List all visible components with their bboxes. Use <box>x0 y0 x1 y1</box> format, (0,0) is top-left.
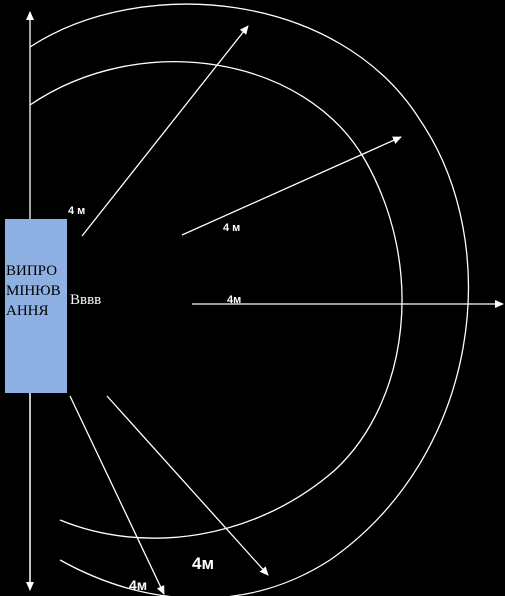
radiation-source-box <box>5 219 67 393</box>
outer-zone-arc <box>29 3 470 596</box>
side-label: Вввв <box>70 292 102 308</box>
distance-label-horizontal: 4м <box>227 294 242 306</box>
arrow-lower-right <box>106 395 269 576</box>
arrow-right-upper <box>181 136 402 236</box>
distance-label-upper-right: 4 м <box>68 205 86 217</box>
arrow-upper-right <box>81 25 249 237</box>
arrow-lower <box>69 395 165 595</box>
distance-label-right-upper: 4 м <box>223 222 241 234</box>
radiation-source-label: ВИПРОМІНЮВАННЯ <box>6 263 61 319</box>
distance-label-lower-right: 4м <box>192 554 215 573</box>
distance-label-lower: 4м <box>129 577 148 593</box>
inner-zone-arc <box>29 61 403 539</box>
